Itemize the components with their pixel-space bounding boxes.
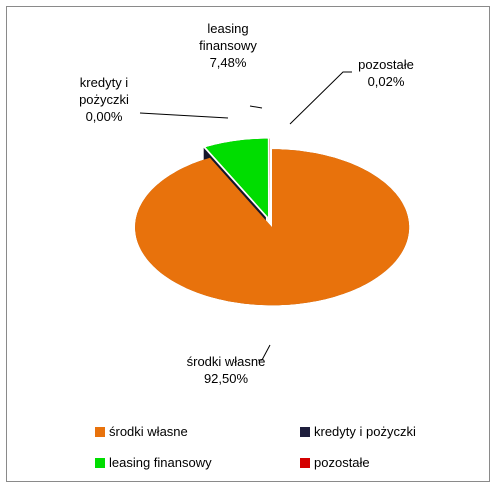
legend-swatch (95, 427, 105, 437)
legend-label: leasing finansowy (109, 455, 212, 470)
data-label: środki własne 92,50% (186, 353, 266, 387)
data-label-value: 0,00% (85, 109, 123, 124)
data-label-name: leasing finansowy (199, 21, 257, 53)
legend-swatch (95, 458, 105, 468)
legend-label: pozostałe (314, 455, 370, 470)
legend-label: środki własne (109, 424, 188, 439)
leader-line (289, 71, 352, 125)
slice (135, 149, 410, 306)
leader-lines (139, 71, 352, 361)
leader-line (258, 344, 271, 361)
legend-label: kredyty i pożyczki (314, 424, 416, 439)
data-label: pozostałe 0,02% (346, 56, 426, 90)
data-label-name: pozostałe (358, 57, 414, 72)
legend-swatch (300, 458, 310, 468)
data-label: leasing finansowy 7,48% (188, 20, 268, 71)
data-label-value: 92,50% (203, 371, 249, 386)
data-label-name: kredyty i pożyczki (79, 75, 129, 107)
data-label: kredyty i pożyczki 0,00% (62, 74, 146, 125)
leader-line (249, 105, 263, 109)
pie (135, 138, 410, 324)
legend-entry: pozostałe (300, 455, 370, 471)
data-label-value: 0,02% (367, 74, 405, 89)
legend-entry: środki własne (95, 424, 188, 440)
leader-line (139, 112, 229, 119)
data-label-name: środki własne (186, 354, 266, 369)
legend-swatch (300, 427, 310, 437)
legend-entry: kredyty i pożyczki (300, 424, 416, 440)
data-label-value: 7,48% (209, 55, 247, 70)
slice (205, 138, 268, 217)
legend-entry: leasing finansowy (95, 455, 212, 471)
